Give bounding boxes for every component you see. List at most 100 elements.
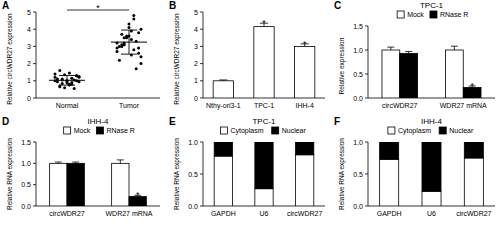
figure: ARelative circWDR27 expression012345Norm… [0,0,500,232]
bar [67,163,84,206]
point [137,52,140,55]
y-tick [200,29,203,30]
y-tick [33,80,36,81]
x-tick-label: IHH-4 [296,102,314,109]
point [130,38,133,41]
y-tick [200,174,203,175]
point [54,72,57,75]
error-bar [387,47,394,50]
y-tick-label: 1.0 [353,47,363,54]
y-axis-label: Relative circWDR27 expression [173,13,181,105]
legend-label: Cytoplasm [398,127,431,135]
y-tick-label: 1.0 [353,139,363,146]
bar [464,158,483,206]
y-tick [33,29,36,30]
error-bar [117,160,124,163]
y-tick [200,46,203,47]
point [140,55,143,58]
y-tick [200,63,203,64]
y-axis-label: Relative expression [338,37,346,94]
x-tick-label: circWDR27 [287,210,322,217]
panel-label: A [2,0,9,11]
point [128,26,131,29]
y-tick-label: 5 [194,9,198,16]
title: IHH-4 [421,117,442,126]
error-bar [55,162,62,163]
panel-label: B [169,0,176,11]
point [132,14,135,17]
bar [380,142,399,159]
y-tick [33,142,36,143]
bar [380,159,399,206]
bar [254,27,274,98]
y-axis [368,26,369,98]
y-tick [365,26,368,27]
x-axis [36,98,160,99]
y-tick [365,142,368,143]
y-axis [36,142,37,206]
bar [296,142,314,155]
y-tick [200,142,203,143]
bar [112,163,129,206]
legend-swatch [96,127,103,134]
y-tick-label: 0.0 [188,203,198,210]
title: TPC-1 [252,117,276,126]
point [118,45,121,48]
significance: * [470,81,474,91]
sd-bar [121,30,137,54]
point [132,17,135,20]
panel: CTPC-1MockRNase RRelative expression0.00… [334,0,495,109]
legend-label: Mock [407,11,424,18]
y-tick-label: 0.0 [21,203,31,210]
panel-label: C [334,0,341,11]
y-tick [200,80,203,81]
panel-label: F [334,116,340,127]
bar [422,191,441,206]
legend-swatch [430,11,437,18]
y-tick [200,98,203,99]
y-tick-label: 1.0 [21,160,31,167]
point [78,76,81,79]
y-tick [33,12,36,13]
y-tick-label: 1.0 [188,139,198,146]
point [120,43,123,46]
y-axis-label: Relative circWDR27 expression [6,13,14,105]
legend-swatch [388,127,395,134]
error-bar [72,162,79,163]
y-tick-label: 0.0 [353,95,363,102]
error-bar [405,51,412,53]
point [140,28,143,31]
panel: DIHH-4MockRNase RRelative RNA expression… [2,116,160,217]
y-tick [200,206,203,207]
significance: * [96,3,100,13]
x-tick-label: U6 [427,210,436,217]
point [70,77,73,80]
legend-label: Nuclear [449,127,474,134]
legend-label: Mock [74,127,91,134]
y-tick [33,63,36,64]
y-tick-label: 0.5 [353,71,363,78]
panel: ARelative circWDR27 expression012345Norm… [2,0,160,109]
panel: F IHH-4Cytoplasm Nuclear Relative RNA expre… [334,116,495,217]
error-bar [219,79,227,81]
title: TPC-1 [420,1,444,10]
bar [382,50,400,98]
x-tick-label: WDR27 mRNA [105,210,152,217]
y-tick-label: 0.5 [353,171,363,178]
point [75,74,78,77]
y-tick [33,98,36,99]
y-tick-label: 5 [27,9,31,16]
panel: ETPC-1CytoplasmNuclearRelative RNA expre… [169,116,325,217]
y-axis-label: Relative RNA expression [338,138,346,210]
y-tick [33,163,36,164]
bar [400,53,418,98]
y-tick-label: 0.5 [188,171,198,178]
y-tick [365,50,368,51]
x-tick-label: TPC-1 [254,102,274,109]
y-tick-label: 0 [194,95,198,102]
y-tick [33,184,36,185]
legend-label: Cytoplasm [230,127,263,135]
y-tick-label: 3 [194,43,198,50]
y-tick-label: 1 [194,77,198,84]
y-axis-label: Relative RNA expression [6,138,14,210]
